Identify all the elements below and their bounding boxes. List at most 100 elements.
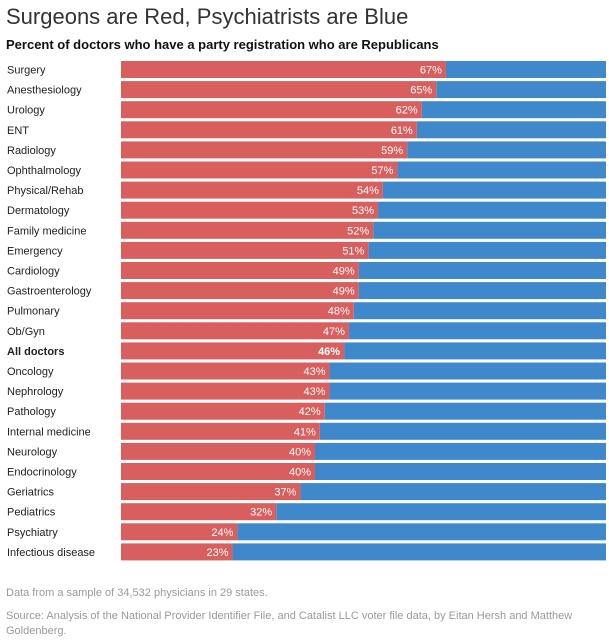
bar-republican-segment: [121, 382, 330, 400]
data-label: 47%: [323, 326, 345, 338]
data-label: 37%: [274, 487, 296, 499]
category-label: Family medicine: [7, 225, 86, 237]
category-label: Radiology: [7, 145, 56, 157]
bar-republican-segment: [121, 241, 369, 259]
data-label: 54%: [357, 185, 379, 197]
data-label: 40%: [289, 467, 311, 479]
bar-republican-segment: [121, 422, 320, 440]
category-label: Gastroenterology: [7, 286, 92, 298]
category-label: Cardiology: [7, 266, 60, 278]
category-label: Endocrinology: [7, 467, 77, 479]
bar-republican-segment: [121, 503, 277, 521]
bar-republican-segment: [121, 322, 349, 340]
bar-republican-segment: [121, 463, 315, 480]
data-label: 49%: [333, 266, 355, 278]
bar-republican-segment: [121, 181, 383, 199]
data-label: 61%: [391, 125, 413, 137]
bar-democrat-segment: [421, 101, 606, 119]
category-label: Anesthesiology: [7, 85, 82, 97]
category-label: Ophthalmology: [7, 165, 81, 177]
data-note: Data from a sample of 34,532 physicians …: [6, 587, 268, 599]
bar-democrat-segment: [237, 523, 606, 541]
category-label: Internal medicine: [7, 426, 91, 438]
bar-democrat-segment: [329, 382, 606, 400]
data-label: 53%: [352, 205, 374, 217]
category-label: Pediatrics: [7, 507, 56, 519]
data-label: 23%: [207, 547, 229, 559]
bar-democrat-segment: [358, 262, 606, 279]
chart-title: Surgeons are Red, Psychiatrists are Blue: [6, 4, 409, 29]
bar-democrat-segment: [378, 201, 606, 219]
bar-republican-segment: [121, 302, 354, 320]
bar-democrat-segment: [353, 302, 606, 320]
bar-democrat-segment: [344, 342, 606, 360]
bar-democrat-segment: [445, 61, 606, 78]
bar-democrat-segment: [329, 362, 606, 380]
bar-republican-segment: [121, 221, 374, 239]
data-label: 43%: [304, 386, 326, 398]
bar-democrat-segment: [348, 322, 606, 340]
bar-republican-segment: [121, 402, 325, 420]
bar-democrat-segment: [397, 161, 606, 179]
bar-republican-segment: [121, 523, 238, 541]
bar-democrat-segment: [368, 241, 606, 259]
bar-democrat-segment: [382, 181, 606, 199]
bar-democrat-segment: [436, 81, 606, 99]
data-label: 57%: [371, 165, 393, 177]
chart-subtitle: Percent of doctors who have a party regi…: [6, 37, 439, 52]
source-note: Source: Analysis of the National Provide…: [6, 610, 573, 637]
data-label: 67%: [420, 65, 442, 77]
category-label: Neurology: [7, 446, 58, 458]
category-label: Oncology: [7, 366, 54, 378]
bar-democrat-segment: [300, 483, 606, 501]
bar-democrat-segment: [232, 543, 607, 561]
category-label: Pulmonary: [7, 306, 60, 318]
category-label: Dermatology: [7, 205, 70, 217]
bar-republican-segment: [121, 81, 437, 99]
data-label: 51%: [342, 245, 364, 257]
bar-republican-segment: [121, 141, 408, 159]
bar-democrat-segment: [324, 402, 606, 420]
bar-republican-segment: [121, 543, 233, 561]
category-label: Physical/Rehab: [7, 185, 83, 197]
bar-democrat-segment: [407, 141, 606, 159]
category-label: Surgery: [7, 65, 46, 77]
category-label: ENT: [7, 125, 29, 137]
bar-republican-segment: [121, 442, 315, 460]
bar-republican-segment: [121, 61, 446, 78]
data-label: 46%: [318, 346, 340, 358]
category-label: Urology: [7, 105, 45, 117]
data-label: 40%: [289, 446, 311, 458]
bar-republican-segment: [121, 362, 330, 380]
category-label: Pathology: [7, 406, 56, 418]
bar-democrat-segment: [416, 121, 606, 139]
bar-republican-segment: [121, 161, 398, 179]
data-label: 24%: [211, 527, 233, 539]
category-label: Infectious disease: [7, 547, 95, 559]
category-label: Nephrology: [7, 386, 64, 398]
data-label: 32%: [250, 507, 272, 519]
bar-democrat-segment: [315, 442, 606, 460]
bar-republican-segment: [121, 262, 359, 279]
bar-republican-segment: [121, 483, 301, 501]
data-label: 43%: [304, 366, 326, 378]
bar-republican-segment: [121, 342, 345, 360]
data-label: 59%: [381, 145, 403, 157]
data-label: 49%: [333, 286, 355, 298]
data-label: 42%: [299, 406, 321, 418]
category-label: All doctors: [7, 346, 64, 358]
data-label: 52%: [347, 225, 369, 237]
data-label: 41%: [294, 426, 316, 438]
bar-democrat-segment: [276, 503, 606, 521]
bar-democrat-segment: [358, 282, 606, 300]
bar-democrat-segment: [315, 463, 606, 480]
bar-republican-segment: [121, 121, 417, 139]
data-label: 65%: [410, 85, 432, 97]
bar-republican-segment: [121, 201, 379, 219]
bar-republican-segment: [121, 101, 422, 119]
data-label: 62%: [396, 105, 418, 117]
category-label: Geriatrics: [7, 487, 55, 499]
bar-republican-segment: [121, 282, 359, 300]
bar-democrat-segment: [319, 422, 606, 440]
bar-democrat-segment: [373, 221, 606, 239]
